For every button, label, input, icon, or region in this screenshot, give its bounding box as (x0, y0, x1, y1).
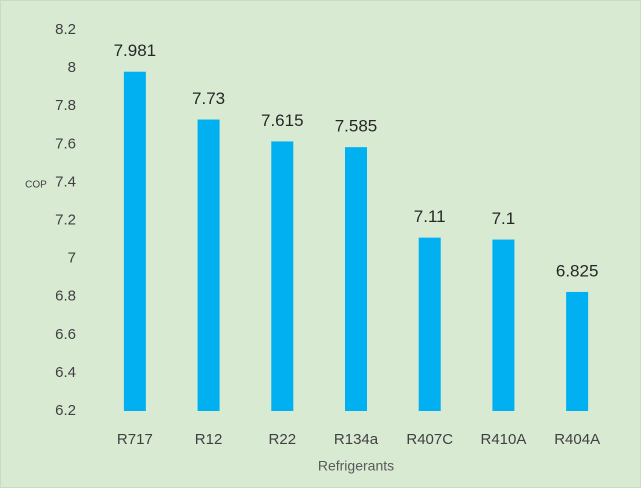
data-label: 7.981 (114, 41, 157, 60)
y-axis-label: COP (25, 180, 47, 191)
bar (492, 239, 515, 411)
y-tick-label: 6.6 (55, 326, 76, 343)
data-label: 7.615 (261, 111, 304, 130)
y-tick-label: 7 (68, 250, 76, 267)
data-label: 7.585 (335, 117, 378, 136)
bar (271, 141, 294, 411)
y-tick-label: 7.4 (55, 173, 76, 190)
y-tick-label: 7.6 (55, 135, 76, 152)
x-tick-label: R22 (269, 431, 297, 448)
y-tick-label: 6.2 (55, 402, 76, 419)
data-label: 6.825 (556, 261, 599, 280)
bar (345, 147, 367, 411)
x-tick-label: R134a (334, 431, 379, 448)
bar (566, 291, 589, 411)
x-tick-label: R404A (554, 431, 600, 448)
y-tick-label: 6.4 (55, 364, 76, 381)
y-tick-label: 7.2 (55, 211, 76, 228)
y-tick-label: 7.8 (55, 97, 76, 114)
x-tick-label: R717 (117, 431, 153, 448)
bar (197, 119, 220, 411)
data-label: 7.73 (192, 89, 225, 108)
x-tick-label: R410A (480, 431, 526, 448)
x-tick-label: R407C (406, 431, 453, 448)
data-label: 7.11 (414, 207, 446, 226)
x-tick-label: R12 (195, 431, 223, 448)
x-axis-label: Refrigerants (318, 458, 394, 474)
bar (418, 237, 441, 411)
data-label: 7.1 (492, 209, 516, 228)
y-tick-label: 8 (68, 59, 76, 76)
y-tick-label: 8.2 (55, 21, 76, 38)
y-tick-label: 6.8 (55, 288, 76, 305)
bar (123, 71, 146, 412)
